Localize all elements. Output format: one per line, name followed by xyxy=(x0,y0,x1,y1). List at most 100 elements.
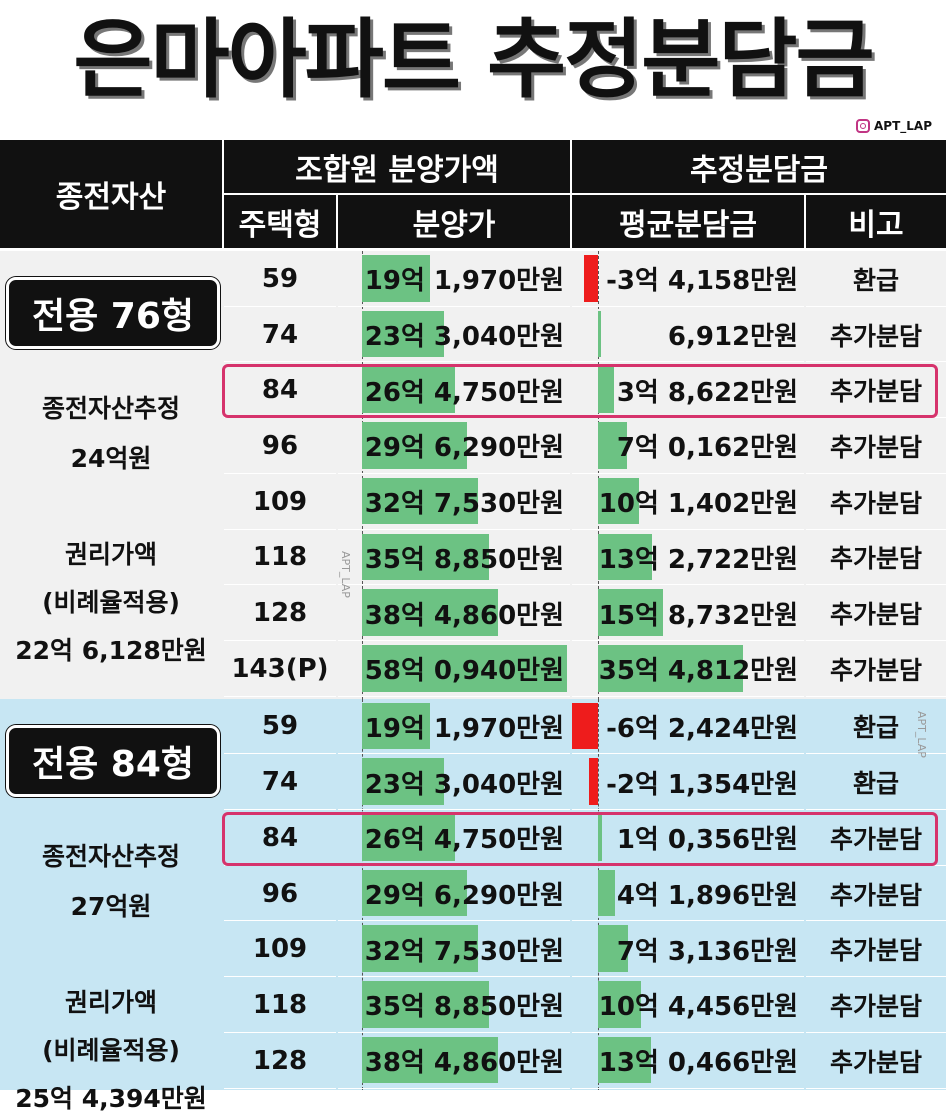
row-divider xyxy=(224,976,336,978)
sale-price-cell: 26억 4,750만원 xyxy=(364,377,564,408)
row-divider xyxy=(572,584,804,586)
row-divider xyxy=(224,472,336,474)
rights-sub: (비례율적용) xyxy=(42,588,180,617)
header-avg-contribution: 평균분담금 xyxy=(572,195,804,248)
estimate-label: 종전자산추정 xyxy=(41,841,180,871)
page-title: 은마아파트 추정분담금 xyxy=(73,10,874,110)
rights-label: 권리가액 xyxy=(64,987,157,1017)
rights-sub: (비례율적용) xyxy=(42,1035,180,1065)
avg-contribution-cell: 10억 1,402만원 xyxy=(598,489,798,520)
price-bar xyxy=(362,310,445,358)
contribution-bar xyxy=(584,255,598,302)
unit-type-cell: 143(P) xyxy=(231,653,329,684)
note-cell: 추가분담 xyxy=(829,880,922,910)
note-cell: 추가분담 xyxy=(829,655,922,685)
sale-price-cell: 38억 4,860만원 xyxy=(364,600,564,631)
row-divider xyxy=(806,1031,946,1033)
note-cell: 추가분담 xyxy=(829,824,922,854)
price-bar xyxy=(362,925,478,973)
row-divider xyxy=(572,753,804,755)
unit-type-cell: 118 xyxy=(252,542,308,573)
sale-price-cell: 19억 1,970만원 xyxy=(364,266,564,297)
header-unit-type: 주택형 xyxy=(224,195,336,248)
row-divider xyxy=(338,976,570,978)
note-cell: 추가분담 xyxy=(829,936,922,966)
price-bar xyxy=(362,869,467,917)
row-divider xyxy=(224,753,336,755)
avg-contribution-cell: 1억 0,356만원 xyxy=(616,825,798,856)
sale-price-cell: 32억 7,530만원 xyxy=(364,489,564,520)
row-divider xyxy=(338,695,570,697)
avg-contribution-cell: 35억 4,812만원 xyxy=(598,656,798,687)
credit-handle: APT_LAP xyxy=(874,119,932,133)
note-cell: 환급 xyxy=(852,265,899,295)
note-cell: 추가분담 xyxy=(829,377,922,407)
rights-value: 22억 6,128만원 xyxy=(15,636,207,665)
row-divider xyxy=(806,1087,946,1089)
row-divider xyxy=(338,528,570,530)
row-divider xyxy=(572,695,804,697)
row-divider xyxy=(572,809,804,810)
note-cell: 추가분담 xyxy=(829,544,922,574)
row-divider xyxy=(572,1031,804,1033)
row-divider xyxy=(806,472,946,474)
note-cell: 환급 xyxy=(852,769,899,799)
contribution-bar xyxy=(598,533,653,581)
price-axis-line xyxy=(362,251,363,699)
avg-contribution-cell: 3억 8,622만원 xyxy=(616,377,798,408)
price-bar xyxy=(362,758,445,805)
row-divider xyxy=(806,584,946,586)
row-divider xyxy=(338,361,570,363)
watermark: APT_LAP xyxy=(339,551,352,598)
row-divider xyxy=(224,695,336,697)
row-divider xyxy=(572,528,804,530)
row-divider xyxy=(338,472,570,474)
header-estimated-contribution: 추정분담금 xyxy=(572,140,946,193)
avg-contribution-cell: 13억 0,466만원 xyxy=(598,1048,798,1079)
unit-type-cell: 84 xyxy=(261,375,299,406)
avg-contribution-cell: 7억 3,136만원 xyxy=(616,936,798,967)
note-cell: 추가분담 xyxy=(829,432,922,462)
rights-label: 권리가액 xyxy=(64,540,157,569)
row-divider xyxy=(224,920,336,922)
section-badge: 전용 76형 xyxy=(6,277,220,349)
estimate-label: 종전자산추정 xyxy=(41,394,180,423)
row-divider xyxy=(806,809,946,810)
row-divider xyxy=(224,1031,336,1033)
row-divider xyxy=(572,920,804,922)
row-divider xyxy=(338,920,570,922)
unit-type-cell: 84 xyxy=(261,822,299,853)
row-divider xyxy=(806,305,946,307)
row-divider xyxy=(224,528,336,530)
rights-value: 25억 4,394만원 xyxy=(15,1083,207,1113)
row-divider xyxy=(572,976,804,978)
avg-contribution-cell: 6,912만원 xyxy=(667,322,798,353)
sale-price-cell: 19억 1,970만원 xyxy=(364,713,564,744)
row-divider xyxy=(338,584,570,586)
unit-type-cell: 109 xyxy=(252,934,308,965)
contribution-bar xyxy=(598,422,627,469)
avg-contribution-cell: 7억 0,162만원 xyxy=(616,433,798,464)
note-cell: 추가분담 xyxy=(829,321,922,351)
row-divider xyxy=(806,361,946,363)
price-bar xyxy=(362,814,456,861)
row-divider xyxy=(806,753,946,755)
sale-price-cell: 29억 6,290만원 xyxy=(364,881,564,912)
header-note: 비고 xyxy=(806,195,946,248)
price-bar xyxy=(362,981,489,1028)
row-divider xyxy=(572,639,804,641)
estimate-value: 27억원 xyxy=(70,891,152,921)
header-member-price: 조합원 분양가액 xyxy=(224,140,570,193)
sale-price-cell: 38억 4,860만원 xyxy=(364,1048,564,1079)
instagram-icon xyxy=(856,119,870,133)
sale-price-cell: 58억 0,940만원 xyxy=(364,656,564,687)
row-divider xyxy=(572,305,804,307)
unit-type-cell: 128 xyxy=(252,598,308,629)
unit-type-cell: 128 xyxy=(252,1045,308,1076)
header-existing-asset: 종전자산 xyxy=(0,140,222,248)
row-divider xyxy=(224,639,336,641)
section-badge: 전용 84형 xyxy=(6,724,220,797)
avg-contribution-cell: -2억 1,354만원 xyxy=(606,769,798,800)
sale-price-cell: 23억 3,040만원 xyxy=(364,769,564,800)
contribution-bar xyxy=(598,1036,652,1084)
